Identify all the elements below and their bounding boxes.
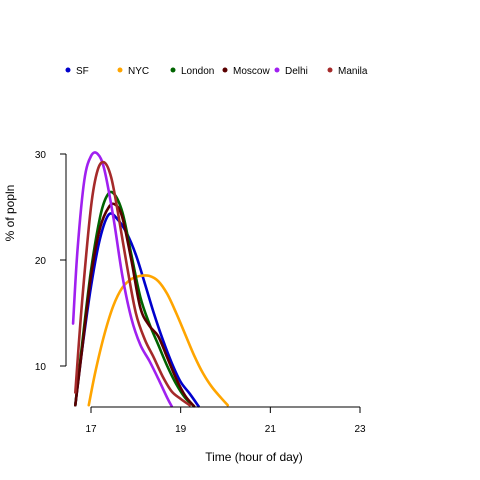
series-line-moscow xyxy=(74,202,196,408)
legend-marker-manila xyxy=(327,67,333,73)
series-line-manila xyxy=(74,160,191,407)
y-axis-title: % of popln xyxy=(3,185,17,242)
legend-label-nyc: NYC xyxy=(128,66,149,77)
legend-marker-delhi xyxy=(274,67,280,73)
y-tick-label: 30 xyxy=(35,150,47,161)
legend-label-delhi: Delhi xyxy=(285,66,308,77)
y-tick-label: 20 xyxy=(35,256,47,267)
x-tick-label: 21 xyxy=(265,424,277,435)
x-tick-label: 19 xyxy=(175,424,187,435)
legend-label-manila: Manila xyxy=(338,66,368,77)
series-layer xyxy=(71,151,230,408)
legend-marker-nyc xyxy=(117,67,123,73)
legend-marker-sf xyxy=(65,67,71,73)
x-axis: 17 19 21 23 xyxy=(85,406,366,435)
legend-marker-moscow xyxy=(222,67,228,73)
legend-label-sf: SF xyxy=(76,66,89,77)
legend-label-london: London xyxy=(181,66,214,77)
series-line-nyc xyxy=(87,274,230,407)
legend: SF NYC London Moscow Delhi Manila xyxy=(65,66,368,77)
series-line-delhi xyxy=(71,151,173,408)
legend-label-moscow: Moscow xyxy=(233,66,270,77)
y-axis: 10 20 30 xyxy=(35,150,67,373)
y-tick-label: 10 xyxy=(35,362,47,373)
x-tick-label: 17 xyxy=(85,424,97,435)
legend-marker-london xyxy=(170,67,176,73)
x-tick-label: 23 xyxy=(354,424,366,435)
series-line-sf xyxy=(74,212,200,408)
x-axis-title: Time (hour of day) xyxy=(205,450,303,464)
